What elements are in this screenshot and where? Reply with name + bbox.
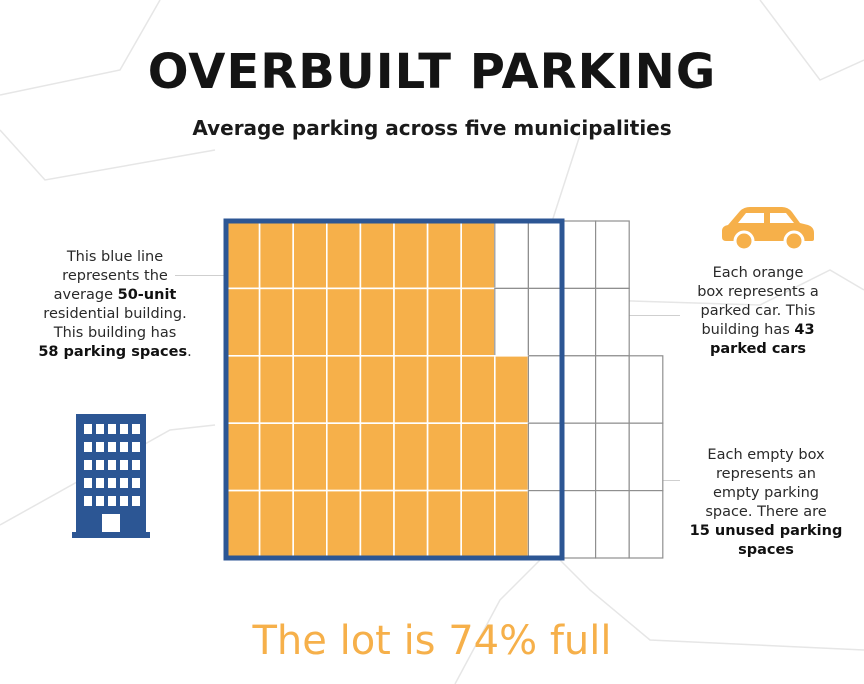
empty-space-box — [527, 220, 563, 290]
parked-car-box — [426, 489, 463, 559]
empty-space-box — [594, 287, 630, 357]
parked-car-box — [393, 489, 429, 559]
parked-car-box — [292, 354, 328, 424]
note-emphasis: 15 unused parking — [689, 523, 843, 539]
empty-space-box — [628, 490, 664, 559]
parked-car-box — [292, 287, 328, 357]
empty-space-box — [594, 355, 630, 424]
connector-left — [175, 275, 225, 276]
empty-space-box — [561, 355, 597, 424]
car-icon — [722, 207, 814, 251]
parked-car-box — [258, 220, 295, 290]
parked-car-box — [393, 287, 429, 357]
occupancy-summary: The lot is 74% full — [252, 618, 612, 664]
empty-space-box — [594, 422, 630, 492]
note-text: space. There are — [705, 504, 827, 520]
parked-car-box — [393, 354, 429, 424]
empty-space-box — [561, 422, 597, 492]
empty-space-box — [561, 220, 597, 290]
note-emphasis: parked cars — [710, 341, 806, 357]
parked-car-box — [225, 220, 261, 290]
page-title: OVERBUILT PARKING — [147, 44, 717, 100]
parked-car-box — [292, 489, 328, 559]
parked-car-box — [225, 287, 261, 357]
page-subtitle: Average parking across five municipaliti… — [192, 116, 672, 140]
building-note: This blue line represents the average 50… — [20, 248, 210, 362]
parked-car-box — [292, 220, 328, 290]
empty-space-box — [494, 287, 529, 357]
parked-car-box — [325, 287, 362, 357]
parked-car-box — [426, 287, 463, 357]
parked-car-box — [460, 220, 496, 290]
note-text: box represents a — [697, 284, 819, 300]
note-text: represents the — [62, 268, 168, 284]
note-text: Each orange — [712, 265, 804, 281]
empty-space-box — [527, 355, 563, 424]
parked-car-box — [493, 354, 530, 424]
note-text: Each empty box — [707, 447, 825, 463]
empty-space-box — [594, 220, 630, 290]
car-note: Each orange box represents a parked car.… — [678, 264, 838, 359]
parked-car-box — [493, 422, 530, 492]
note-text: This building has — [53, 325, 177, 341]
empty-space-box — [561, 287, 597, 357]
parked-car-box — [393, 422, 429, 492]
parked-car-box — [460, 422, 496, 492]
parked-car-box — [225, 422, 261, 492]
parked-car-box — [225, 489, 261, 559]
note-emphasis: spaces — [738, 542, 794, 558]
empty-space-box — [527, 490, 563, 559]
parked-car-box — [359, 287, 395, 357]
note-text: This blue line — [66, 249, 164, 265]
parked-car-box — [359, 489, 395, 559]
parked-car-box — [426, 422, 463, 492]
parked-car-box — [258, 422, 295, 492]
empty-space-box — [594, 490, 630, 559]
note-text: . — [187, 344, 192, 360]
parked-car-box — [460, 354, 496, 424]
note-text: residential building. — [43, 306, 187, 322]
parked-car-box — [426, 354, 463, 424]
parked-car-box — [426, 220, 463, 290]
note-text: average — [53, 287, 118, 303]
parked-car-box — [393, 220, 429, 290]
note-text: empty parking — [713, 485, 819, 501]
building-outline — [223, 218, 565, 561]
parked-car-box — [325, 489, 362, 559]
note-emphasis: 50-unit — [117, 287, 177, 303]
empty-space-box — [494, 220, 529, 290]
empty-space-box — [527, 287, 563, 357]
parked-car-box — [359, 354, 395, 424]
parked-car-box — [359, 220, 395, 290]
connector-right-top — [600, 315, 680, 316]
parked-car-box — [225, 354, 261, 424]
note-emphasis: 58 parking spaces — [38, 344, 188, 360]
building-icon — [72, 414, 150, 538]
note-emphasis: 43 — [794, 322, 815, 338]
parked-car-box — [258, 489, 295, 559]
parked-car-box — [460, 489, 496, 559]
empty-space-box — [628, 422, 664, 492]
parked-car-box — [325, 354, 362, 424]
parked-car-box — [325, 220, 362, 290]
parked-car-box — [258, 287, 295, 357]
parked-car-box — [258, 354, 295, 424]
empty-space-box — [628, 355, 664, 424]
empty-space-note: Each empty box represents an empty parki… — [676, 446, 856, 560]
note-text: building has — [701, 322, 795, 338]
parked-car-box — [460, 287, 496, 357]
note-text: parked car. This — [700, 303, 816, 319]
parked-car-box — [359, 422, 395, 492]
empty-space-box — [527, 422, 563, 492]
parked-car-box — [292, 422, 328, 492]
parked-car-box — [493, 489, 530, 559]
parked-car-box — [325, 422, 362, 492]
empty-space-box — [561, 490, 597, 559]
note-text: represents an — [716, 466, 816, 482]
